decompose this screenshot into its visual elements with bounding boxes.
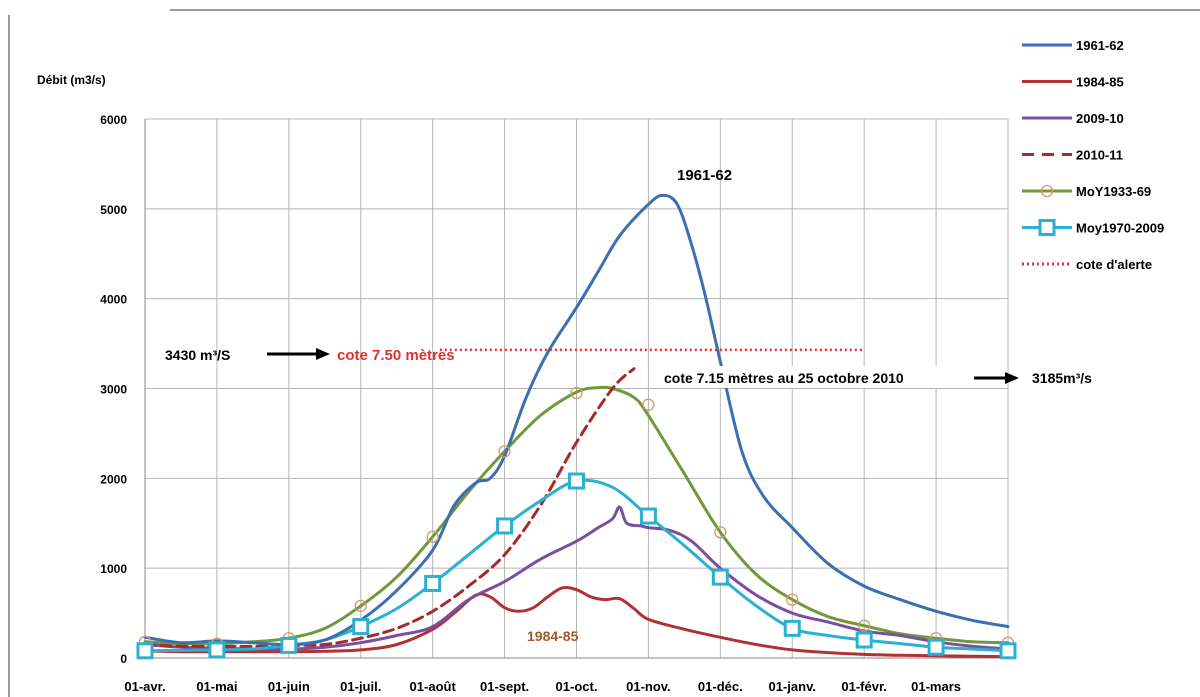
alert-flow-text: 3430 m³/S <box>165 347 230 363</box>
observed-label-background <box>658 366 971 388</box>
legend-circle-marker <box>1040 184 1054 198</box>
square-marker <box>783 619 801 637</box>
axes: 0 1000 2000 3000 4000 5000 6000 01-avr. 01-mai 01… <box>100 113 1008 694</box>
square-marker <box>280 636 298 654</box>
square-marker <box>711 568 729 586</box>
y-tick-label: 0 <box>120 652 127 666</box>
y-tick-label: 2000 <box>100 472 127 486</box>
series-line-moy1933-69 <box>143 385 1010 646</box>
alert-level-text: cote 7.50 mètres <box>337 347 455 364</box>
y-tick-label: 3000 <box>100 383 127 397</box>
square-marker <box>496 517 514 535</box>
series-line-2010-11 <box>143 367 636 648</box>
circle-marker <box>642 398 655 411</box>
y-axis-label: Débit (m3/s) <box>37 73 106 87</box>
legend-label: 2010-11 <box>1076 148 1123 163</box>
grid <box>144 118 1009 659</box>
y-tick-label: 6000 <box>100 113 127 127</box>
series-line-2009-10 <box>143 505 1010 651</box>
x-tick-label: 01-mars <box>911 679 961 694</box>
legend-label: cote d'alerte <box>1076 257 1152 272</box>
circle-marker <box>786 593 799 606</box>
x-tick-label: 01-nov. <box>626 679 671 694</box>
x-tick-label: 01-janv. <box>769 679 816 694</box>
observed-level-text: cote 7.15 mètres au 25 octobre 2010 <box>664 370 904 386</box>
square-marker <box>927 638 945 656</box>
legend-label: MoY1933-69 <box>1076 184 1151 199</box>
legend-label: 1984-85 <box>1076 75 1124 90</box>
x-tick-label: 01-juil. <box>340 679 381 694</box>
series-line-1984-85 <box>143 585 1010 659</box>
x-tick-label: 01-mai <box>196 679 237 694</box>
y-tick-label: 5000 <box>100 203 127 217</box>
legend-square-marker <box>1038 219 1056 236</box>
square-marker <box>424 574 442 592</box>
markers-group <box>136 386 1017 660</box>
alert-arrow-head <box>316 348 330 360</box>
circle-marker <box>426 530 439 543</box>
circle-marker <box>354 599 367 613</box>
legend-label: 1961-62 <box>1076 38 1124 53</box>
low-series-label: 1984-85 <box>527 628 579 644</box>
square-marker <box>855 631 873 649</box>
peak-series-label: 1961-62 <box>677 167 732 184</box>
square-marker <box>352 618 370 636</box>
legend-label: 2009-10 <box>1076 111 1124 126</box>
x-tick-label: 01-avr. <box>124 679 165 694</box>
x-tick-label: 01-juin <box>268 679 310 694</box>
x-tick-label: 01-févr. <box>841 679 887 694</box>
circle-marker <box>570 386 583 400</box>
legend: 1961-62 1984-85 2009-10 2010-11 MoY1933-69 Mo… <box>1022 38 1164 272</box>
observed-flow-text: 3185m³/s <box>1032 370 1092 386</box>
y-tick-label: 4000 <box>100 293 127 307</box>
square-marker <box>208 641 226 659</box>
circle-marker <box>858 619 871 632</box>
observed-arrow-head <box>1005 372 1019 384</box>
x-tick-label: 01-août <box>410 679 457 694</box>
square-marker <box>999 642 1017 660</box>
y-tick-label: 1000 <box>100 562 127 576</box>
square-marker <box>136 642 154 660</box>
x-tick-label: 01-déc. <box>698 679 743 694</box>
square-marker <box>568 472 585 490</box>
x-tick-label: 01-oct. <box>556 679 598 694</box>
circle-marker <box>714 526 727 539</box>
x-tick-label: 01-sept. <box>480 679 529 694</box>
square-marker <box>639 507 657 525</box>
series-line-1961-62 <box>143 193 1010 647</box>
legend-label: Moy1970-2009 <box>1076 221 1164 236</box>
circle-marker <box>498 445 511 458</box>
